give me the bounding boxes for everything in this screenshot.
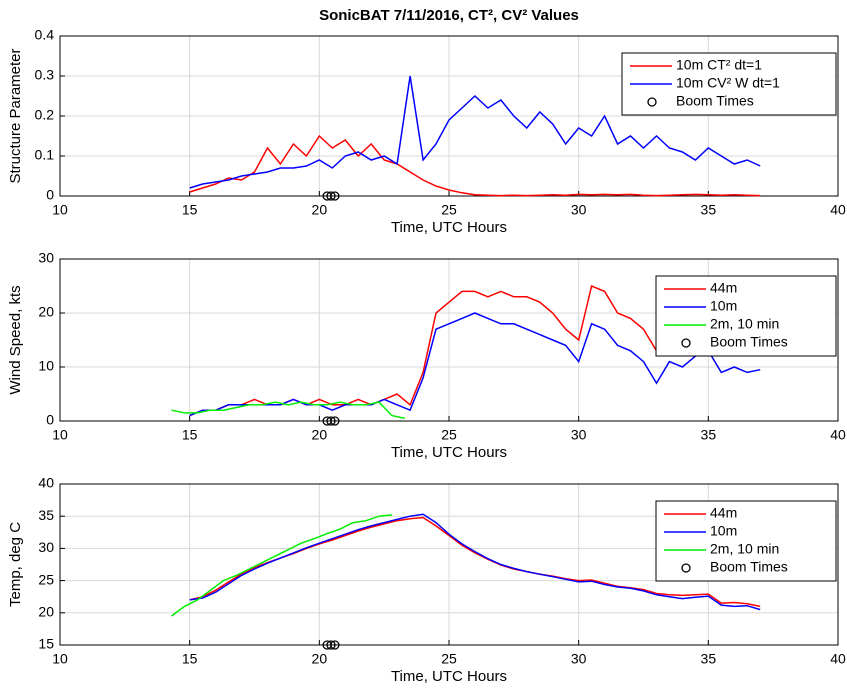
y-tick-label: 10: [38, 358, 54, 374]
x-tick-label: 25: [441, 202, 457, 218]
y-axis-label: Structure Parameter: [7, 48, 24, 183]
boom-marker: [330, 416, 340, 426]
axes-frame: [59, 258, 839, 422]
y-axis-label: Wind Speed, kts: [7, 285, 24, 394]
series-line: [189, 513, 761, 611]
x-tick-label: 20: [312, 427, 328, 443]
series-line: [189, 75, 761, 189]
legend-marker: [681, 563, 691, 573]
legend-label: 10m CV² W dt=1: [676, 75, 780, 91]
legend-marker: [647, 97, 657, 107]
x-tick-label: 15: [182, 651, 198, 667]
x-tick-label: 20: [312, 651, 328, 667]
x-tick-label: 40: [830, 202, 846, 218]
x-tick-label: 20: [312, 202, 328, 218]
x-axis-label: Time, UTC Hours: [391, 219, 507, 236]
y-tick-label: 20: [38, 604, 54, 620]
y-tick-label: 20: [38, 304, 54, 320]
x-tick-label: 40: [830, 651, 846, 667]
legend-label: 10m CT² dt=1: [676, 57, 762, 73]
x-tick-label: 40: [830, 427, 846, 443]
y-tick-label: 35: [38, 507, 54, 523]
boom-marker: [326, 416, 336, 426]
y-tick-label: 30: [38, 250, 54, 266]
y-tick-label: 15: [38, 636, 54, 652]
x-tick-label: 30: [571, 651, 587, 667]
y-axis-label: Temp, deg C: [7, 522, 24, 607]
legend-marker: [681, 338, 691, 348]
legend-label: 10m: [710, 298, 737, 314]
series-line: [171, 514, 392, 617]
y-tick-label: 0.3: [35, 67, 55, 83]
x-tick-label: 35: [701, 427, 717, 443]
y-tick-label: 40: [38, 475, 54, 491]
x-tick-label: 25: [441, 651, 457, 667]
x-tick-label: 25: [441, 427, 457, 443]
legend-label: Boom Times: [710, 559, 788, 575]
legend-label: 10m: [710, 523, 737, 539]
x-axis-label: Time, UTC Hours: [391, 668, 507, 685]
boom-marker: [326, 640, 336, 650]
x-tick-label: 35: [701, 651, 717, 667]
axes-frame: [59, 35, 839, 197]
x-tick-label: 10: [52, 202, 68, 218]
legend-label: 44m: [710, 505, 737, 521]
x-tick-label: 30: [571, 202, 587, 218]
legend-label: 44m: [710, 280, 737, 296]
y-tick-label: 30: [38, 539, 54, 555]
legend-label: 2m, 10 min: [710, 541, 779, 557]
x-tick-label: 10: [52, 427, 68, 443]
x-tick-label: 30: [571, 427, 587, 443]
boom-marker: [330, 640, 340, 650]
y-tick-label: 0.4: [35, 27, 55, 43]
boom-marker: [330, 191, 340, 201]
series-line: [171, 401, 406, 420]
series-line: [189, 134, 761, 197]
chart-title: SonicBAT 7/11/2016, CT², CV² Values: [319, 7, 579, 24]
x-tick-label: 15: [182, 427, 198, 443]
x-axis-label: Time, UTC Hours: [391, 444, 507, 461]
y-tick-label: 25: [38, 571, 54, 587]
y-tick-label: 0: [46, 187, 54, 203]
legend-label: 2m, 10 min: [710, 316, 779, 332]
x-tick-label: 35: [701, 202, 717, 218]
series-line: [189, 312, 761, 417]
y-tick-label: 0.2: [35, 107, 55, 123]
legend-label: Boom Times: [710, 334, 788, 350]
axes-frame: [59, 483, 839, 646]
boom-marker: [326, 191, 336, 201]
y-tick-label: 0.1: [35, 147, 55, 163]
x-tick-label: 10: [52, 651, 68, 667]
x-tick-label: 15: [182, 202, 198, 218]
y-tick-label: 0: [46, 412, 54, 428]
legend-label: Boom Times: [676, 93, 754, 109]
